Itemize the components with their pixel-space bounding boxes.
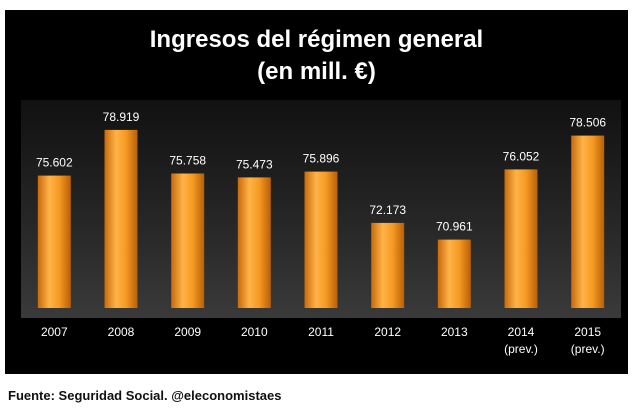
bar-2007 [37,175,71,308]
bar-2010 [237,177,271,308]
x-tick-label-2014: 2014 [508,325,535,339]
x-tick-label-2011: 2011 [308,325,334,339]
x-tick-sublabel-2014: (prev.) [504,342,538,356]
source-note: Fuente: Seguridad Social. @eleconomistae… [8,388,282,403]
bar-2015 [571,135,605,308]
x-tick-label-2009: 2009 [174,325,201,339]
value-label-2014: 76.052 [503,149,540,163]
bar-2012 [371,222,405,308]
chart-title-line-2: (en mill. €) [257,58,376,85]
x-tick-label-2013: 2013 [441,325,468,339]
x-tick-label-2010: 2010 [241,325,268,339]
bar-2011 [304,171,338,308]
x-tick-sublabel-2015: (prev.) [571,342,605,356]
value-label-2011: 75.896 [303,152,340,166]
x-tick-label-2008: 2008 [108,325,135,339]
value-label-2010: 75.473 [236,157,273,171]
value-label-2008: 78.919 [103,110,140,124]
bar-chart: 75.602 2007 78.919 2008 75.758 2009 75.473 2010… [36,110,606,356]
bar-2013 [437,239,471,308]
bar-2009 [171,173,205,308]
value-label-2012: 72.173 [369,203,406,217]
chart-title-line-1: Ingresos del régimen general [149,26,484,53]
bar-2008 [104,129,138,308]
value-label-2015: 78.506 [569,116,606,130]
value-label-2009: 75.758 [169,154,206,168]
x-tick-label-2012: 2012 [374,325,401,339]
x-tick-label-2007: 2007 [41,325,68,339]
x-tick-label-2015: 2015 [574,325,601,339]
chart-panel: Ingresos del régimen general (en mill. €… [5,10,628,374]
value-label-2007: 75.602 [36,156,73,170]
chart-title: Ingresos del régimen general (en mill. €… [5,24,628,88]
bar-2014 [504,169,538,308]
value-label-2013: 70.961 [436,220,473,234]
